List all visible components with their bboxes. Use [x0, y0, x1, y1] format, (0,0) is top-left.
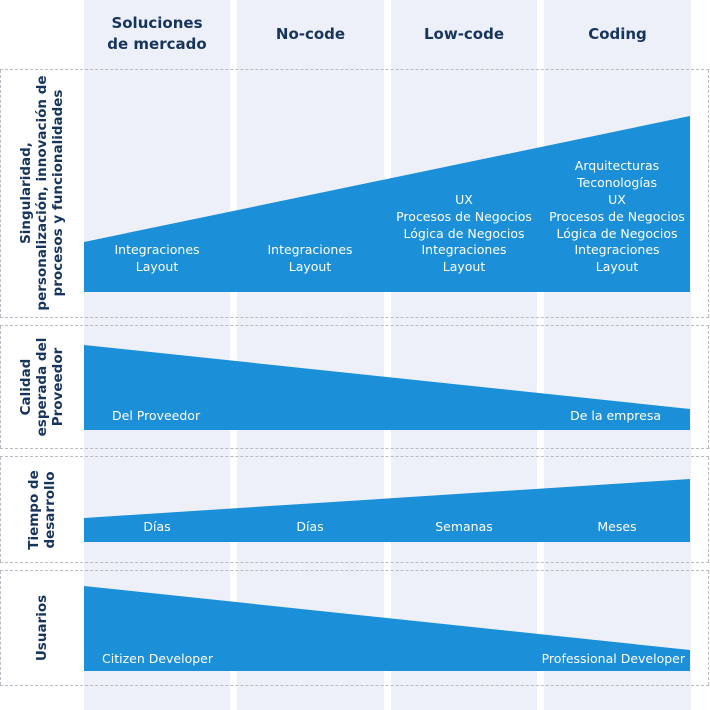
column-band-low-code	[391, 0, 537, 710]
tiempo-cell-no-code: Días	[296, 519, 324, 534]
row-frame-tiempo	[0, 456, 709, 563]
tiempo-cell-soluciones: Días	[143, 519, 171, 534]
tiempo-cell-coding: Meses	[597, 519, 637, 534]
row-label-calidad: Calidad esperada del Proveedor	[18, 337, 66, 437]
wedge-usuarios	[84, 586, 690, 671]
wedge-singularidad	[84, 116, 690, 292]
usuarios-start-text: Citizen Developer	[102, 651, 214, 666]
column-header-low-code: Low-code	[423, 24, 505, 43]
row-label-singularidad: Singularidad, personalización, innovació…	[18, 75, 66, 311]
row-label-usuarios: Usuarios	[34, 594, 50, 662]
row-frame-usuarios	[0, 570, 709, 686]
singularidad-cell-coding: Arquitecturas Teconologías UX Procesos d…	[549, 158, 685, 275]
singularidad-cell-low-code: UX Procesos de Negocios Lógica de Negoci…	[396, 192, 532, 275]
singularidad-cell-soluciones: Integraciones Layout	[114, 242, 200, 275]
tiempo-cell-low-code: Semanas	[435, 519, 493, 534]
row-frame-singularidad	[0, 69, 709, 318]
column-band-no-code	[237, 0, 384, 710]
column-band-coding	[544, 0, 691, 710]
calidad-start-text: Del Proveedor	[112, 408, 201, 423]
wedge-calidad	[84, 345, 690, 430]
row-frame-calidad	[0, 325, 709, 449]
calidad-end-text: De la empresa	[570, 408, 661, 423]
column-header-coding: Coding	[588, 24, 647, 43]
column-header-soluciones: Soluciones de mercado	[107, 14, 207, 53]
row-label-tiempo: Tiempo de desarrollo	[26, 470, 58, 550]
column-header-no-code: No-code	[275, 24, 346, 43]
singularidad-cell-no-code: Integraciones Layout	[267, 242, 353, 275]
wedge-tiempo	[84, 479, 690, 542]
usuarios-end-text: Professional Developer	[541, 651, 685, 666]
